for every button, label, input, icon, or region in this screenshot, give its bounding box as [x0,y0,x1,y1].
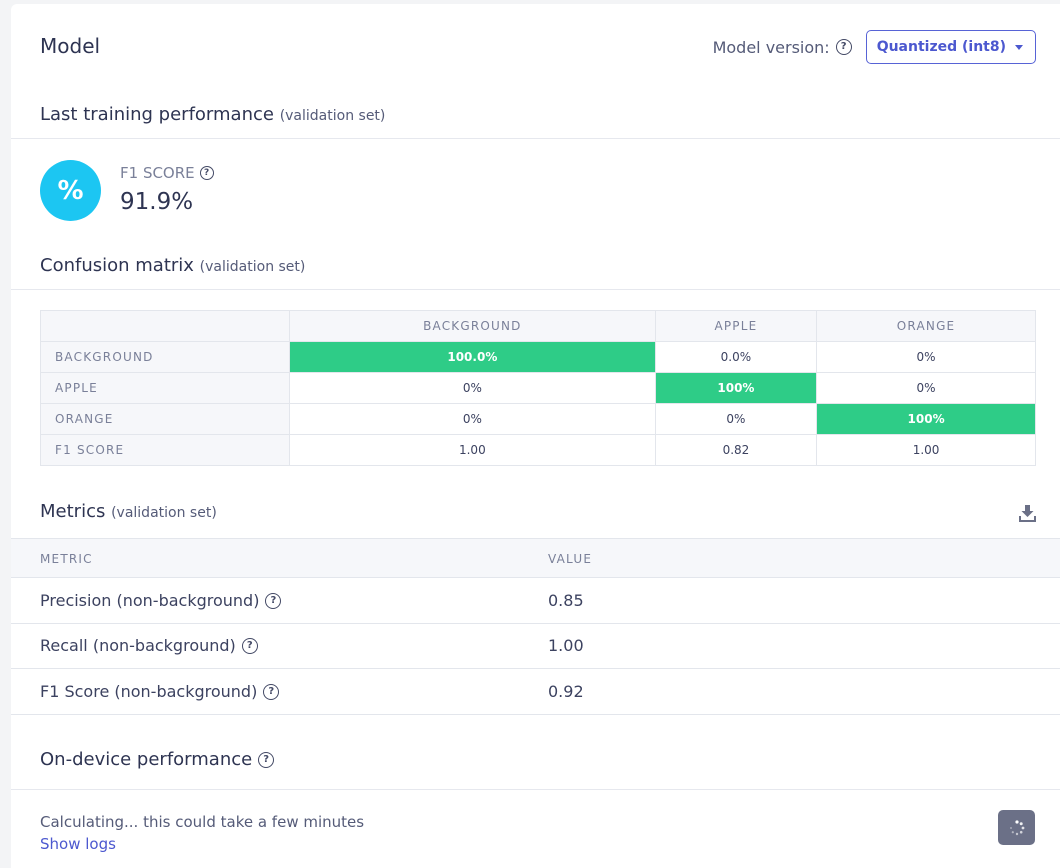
metrics-row: F1 Score (non-background) ? 0.92 [11,669,1060,715]
training-subtitle: (validation set) [279,108,386,124]
loading-button[interactable] [998,810,1035,845]
metric-name-text: F1 Score (non-background) [40,682,258,701]
confusion-matrix-row: F1 SCORE 1.00 0.82 1.00 [40,434,1036,466]
metric-name: Precision (non-background) ? [40,591,282,610]
f1-score-label-text: F1 SCORE [120,164,195,182]
confusion-matrix-row-header: APPLE [40,372,290,404]
metrics-col-metric: METRIC [40,552,93,566]
help-icon[interactable]: ? [835,39,852,55]
confusion-matrix-cell: 100% [816,403,1036,435]
confusion-matrix-row: BACKGROUND 100.0% 0.0% 0% [40,341,1036,373]
confusion-matrix-cell: 1.00 [816,434,1036,466]
training-title: Last training performance (validation se… [40,104,385,125]
model-version-control: Model version: ? Quantized (int8) [713,30,1036,64]
confusion-matrix-col-header: BACKGROUND [289,310,656,342]
metric-name-text: Precision (non-background) [40,591,260,610]
metrics-row: Recall (non-background) ? 1.00 [11,623,1060,669]
help-icon[interactable]: ? [265,592,282,609]
download-icon[interactable] [1018,504,1037,523]
divider [11,289,1060,290]
f1-score-label: F1 SCORE ? [120,164,214,182]
help-icon[interactable]: ? [258,751,275,768]
confusion-matrix-row-header: BACKGROUND [40,341,290,373]
metric-value: 0.85 [548,591,584,610]
confusion-matrix-cell: 0.0% [654,341,818,373]
help-icon[interactable]: ? [263,683,280,700]
confusion-matrix-cell: 0% [654,403,818,435]
on-device-title-text: On-device performance [40,749,253,770]
confusion-matrix-row-header: F1 SCORE [40,434,290,466]
confusion-matrix-header-row: BACKGROUND APPLE ORANGE [40,310,1036,342]
help-icon[interactable]: ? [199,166,214,180]
spinner-icon [1009,819,1024,835]
metrics-subtitle: (validation set) [111,505,217,521]
confusion-matrix-cell: 0% [816,341,1036,373]
metrics-title: Metrics (validation set) [40,501,217,522]
model-version-select[interactable]: Quantized (int8) [865,30,1036,64]
metric-name: F1 Score (non-background) ? [40,682,280,701]
metrics-title-text: Metrics [40,501,106,522]
model-version-value: Quantized (int8) [876,39,1006,55]
metric-value: 1.00 [548,636,584,655]
confusion-matrix-cell: 100.0% [289,341,656,373]
divider [11,789,1060,790]
confusion-matrix-col-header: ORANGE [816,310,1036,342]
f1-score-value: 91.9% [120,189,194,215]
confusion-matrix-cell: 0% [289,372,656,404]
confusion-matrix-table: BACKGROUND APPLE ORANGE BACKGROUND 100.0… [40,310,1036,466]
metrics-row: Precision (non-background) ? 0.85 [11,578,1060,624]
confusion-matrix-corner [40,310,290,342]
metrics-header: METRIC VALUE [11,538,1060,578]
confusion-matrix-title-text: Confusion matrix [40,255,194,276]
confusion-matrix-cell: 0% [816,372,1036,404]
model-version-label: Model version: [712,37,830,57]
confusion-matrix-row-header: ORANGE [40,403,290,435]
metric-name-text: Recall (non-background) [40,636,236,655]
metric-value: 0.92 [548,682,584,701]
training-title-text: Last training performance [40,104,274,125]
confusion-matrix-row: APPLE 0% 100% 0% [40,372,1036,404]
divider [11,138,1060,139]
help-icon[interactable]: ? [241,637,258,654]
caret-down-icon [1015,44,1023,50]
show-logs-link[interactable]: Show logs [40,835,116,853]
on-device-status: Calculating... this could take a few min… [40,813,365,831]
confusion-matrix-row: ORANGE 0% 0% 100% [40,403,1036,435]
model-title: Model [40,34,101,58]
metric-name: Recall (non-background) ? [40,636,258,655]
confusion-matrix-cell: 0% [289,403,656,435]
confusion-matrix-cell: 100% [654,372,818,404]
confusion-matrix-title: Confusion matrix (validation set) [40,255,305,276]
model-card: Model Model version: ? Quantized (int8) … [11,4,1060,868]
confusion-matrix-cell: 1.00 [289,434,656,466]
on-device-title: On-device performance ? [40,749,275,770]
percent-icon: % [40,160,101,221]
confusion-matrix-col-header: APPLE [654,310,818,342]
confusion-matrix-cell: 0.82 [654,434,818,466]
metrics-col-value: VALUE [548,552,593,566]
confusion-matrix-subtitle: (validation set) [199,259,306,275]
